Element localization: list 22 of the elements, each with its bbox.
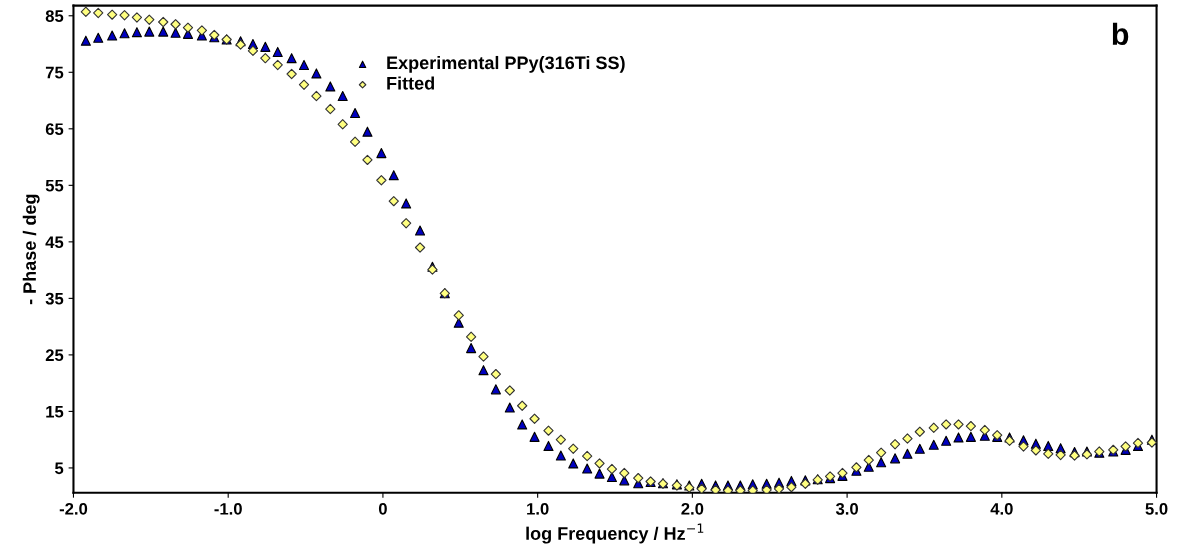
x-tick-label: 3.0 <box>835 502 859 515</box>
x-tick-label: 0 <box>378 502 387 515</box>
y-axis-title: - Phase / deg <box>22 194 40 305</box>
annotation: b <box>1112 22 1129 46</box>
x-axis-title: log Frequency / Hz$^{−1}$ <box>526 523 704 544</box>
y-tick-label: 45 <box>45 236 64 249</box>
x-tick-label: 4.0 <box>990 502 1013 515</box>
x-tick-label: 1.0 <box>527 502 549 515</box>
x-tick-label: 5.0 <box>1145 502 1168 515</box>
legend-label: Experimental PPy(316Ti SS) <box>387 55 625 73</box>
y-tick-label: 5 <box>54 462 64 475</box>
y-tick-label: 35 <box>45 292 64 305</box>
y-tick-label: 85 <box>45 10 64 22</box>
x-tick-label: -2.0 <box>59 502 88 515</box>
x-tick-label: 2.0 <box>681 502 704 515</box>
y-tick-label: 75 <box>45 66 64 79</box>
y-tick-label: 55 <box>45 179 64 192</box>
y-tick-label: 15 <box>46 405 64 418</box>
y-tick-label: 65 <box>45 123 64 136</box>
x-tick-label: -1.0 <box>214 502 242 515</box>
legend-label: Fitted <box>387 76 435 90</box>
y-tick-label: 25 <box>45 349 64 362</box>
